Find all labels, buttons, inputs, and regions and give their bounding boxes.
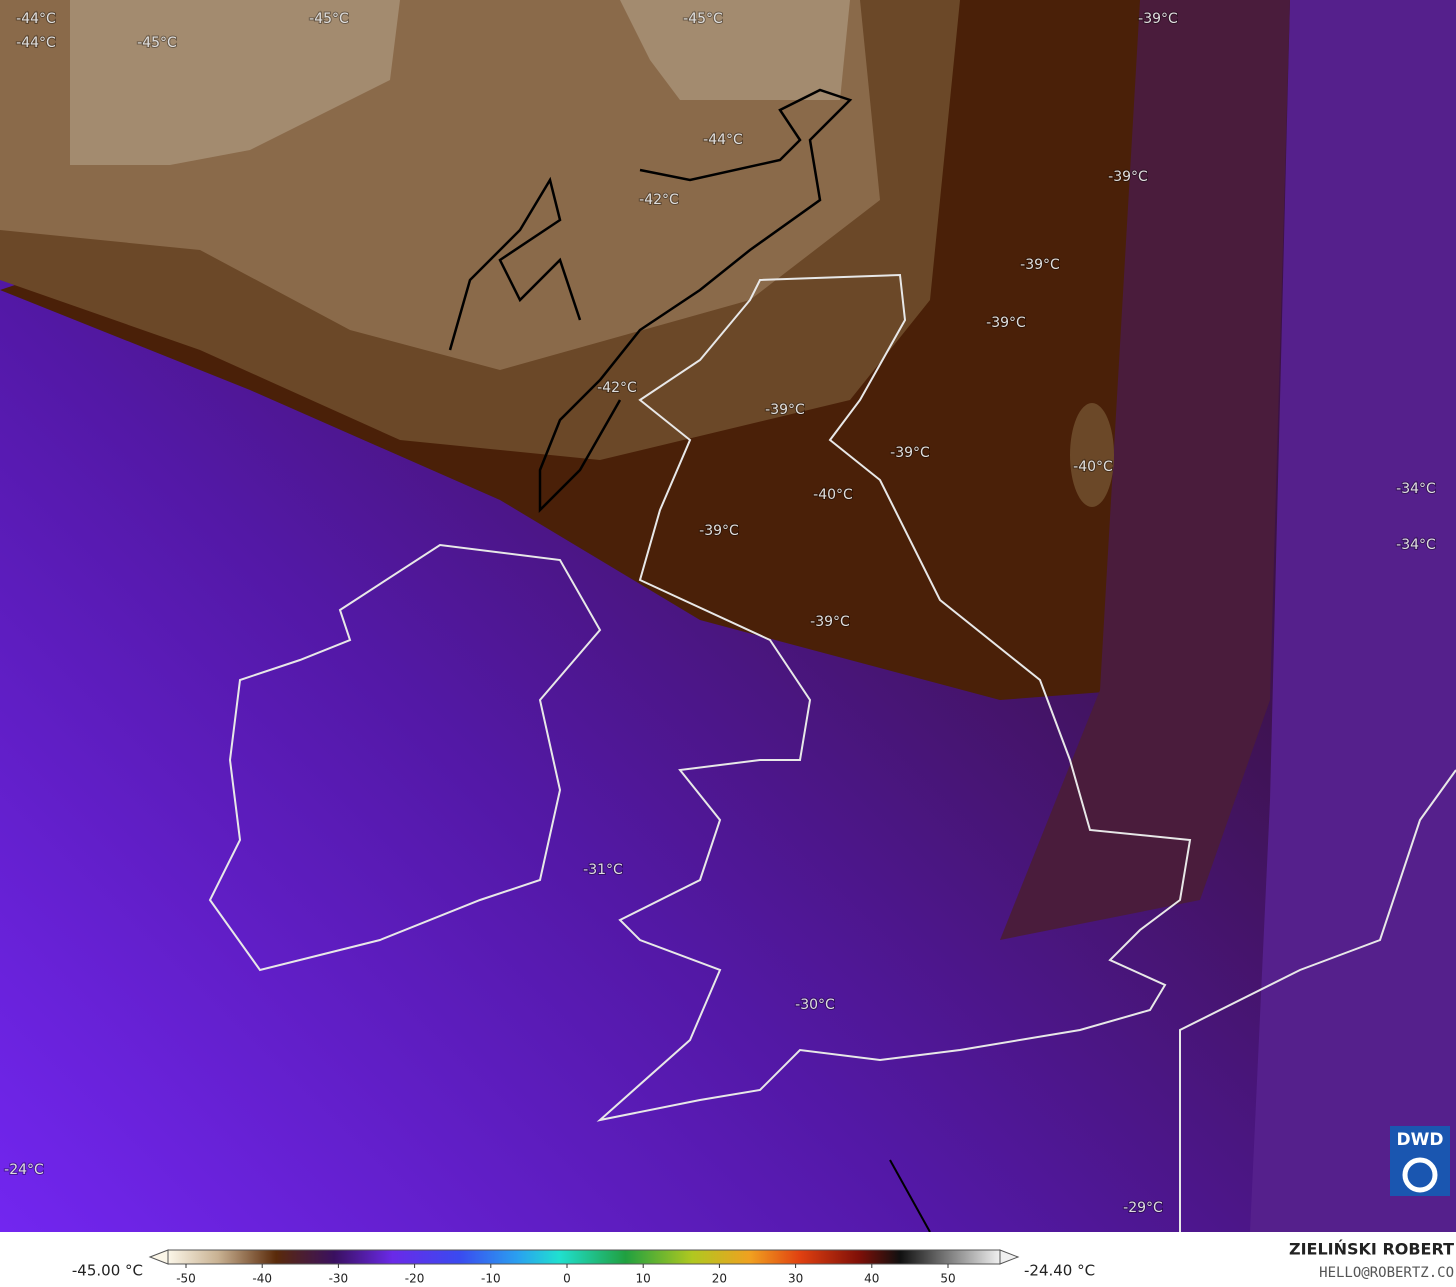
temperature-label: -39°C bbox=[1138, 11, 1178, 27]
colorbar-tick-label: 50 bbox=[940, 1272, 955, 1286]
field-band bbox=[1000, 0, 1290, 940]
temperature-label: -34°C bbox=[1396, 537, 1436, 553]
colorbar-end bbox=[999, 1249, 1020, 1265]
logo-icon bbox=[1402, 1157, 1438, 1193]
temperature-label: -45°C bbox=[309, 11, 349, 27]
field-band bbox=[620, 0, 850, 100]
colorbar: -45.00 °C -24.40 °C -50 -40 -30 -20 -10 0 10 20… bbox=[72, 1249, 1095, 1286]
credit-author: ZIELIŃSKI ROBERT bbox=[1289, 1240, 1454, 1259]
logo-text: DWD bbox=[1397, 1130, 1444, 1150]
map bbox=[0, 0, 1456, 1233]
colorbar-tick-label: -40 bbox=[252, 1272, 272, 1286]
temperature-label: -39°C bbox=[810, 614, 850, 630]
colorbar-tick-label: -20 bbox=[405, 1272, 425, 1286]
temperature-label: -42°C bbox=[639, 192, 679, 208]
field-band bbox=[1250, 0, 1456, 1232]
field-band bbox=[70, 0, 400, 165]
temperature-label: -45°C bbox=[683, 11, 723, 27]
temperature-label: -40°C bbox=[813, 487, 853, 503]
coastline bbox=[538, 88, 853, 514]
temperature-label: -39°C bbox=[890, 445, 930, 461]
colorbar-tick-label: -50 bbox=[176, 1272, 196, 1286]
credit-email: HELLO@ROBERTZ.CO bbox=[1319, 1265, 1454, 1281]
coastline bbox=[448, 176, 582, 351]
dwd-logo: DWD bbox=[1390, 1126, 1450, 1196]
coastline bbox=[889, 1159, 931, 1233]
colorbar-tick-label: 30 bbox=[788, 1272, 803, 1286]
temperature-label: -39°C bbox=[1108, 169, 1148, 185]
temperature-label: -42°C bbox=[597, 380, 637, 396]
coastline bbox=[1179, 769, 1456, 1232]
colorbar-tick-label: -10 bbox=[481, 1272, 501, 1286]
temperature-label: -39°C bbox=[986, 315, 1026, 331]
temperature-labels: -44°C -44°C -45°C -45°C -45°C -39°C -44°C -42°C… bbox=[3, 10, 1437, 1217]
temperature-label: -44°C bbox=[703, 132, 743, 148]
colorbar-tick-label: 20 bbox=[712, 1272, 727, 1286]
coastline bbox=[208, 543, 602, 972]
temperature-label: -31°C bbox=[583, 862, 623, 878]
temperature-label: -44°C bbox=[16, 11, 56, 27]
temperature-label: -29°C bbox=[1123, 1200, 1163, 1216]
temperature-label: -39°C bbox=[765, 402, 805, 418]
temperature-label: -34°C bbox=[1396, 481, 1436, 497]
colorbar-bar bbox=[167, 1249, 1001, 1265]
temperature-label: -39°C bbox=[1020, 257, 1060, 273]
temperature-label: -30°C bbox=[795, 997, 835, 1013]
temperature-label: -39°C bbox=[699, 523, 739, 539]
temperature-label: -24°C bbox=[4, 1162, 44, 1178]
colorbar-tick-label: 10 bbox=[636, 1272, 651, 1286]
temperature-label: -45°C bbox=[137, 35, 177, 51]
colorbar-min: -45.00 °C bbox=[72, 1262, 143, 1280]
coastline bbox=[596, 273, 1192, 1122]
colorbar-max: -24.40 °C bbox=[1024, 1262, 1095, 1280]
temperature-label: -44°C bbox=[16, 35, 56, 51]
colorbar-tick-label: -30 bbox=[329, 1272, 349, 1286]
colorbar-tick-label: 0 bbox=[563, 1272, 571, 1286]
field-band bbox=[1070, 403, 1114, 507]
colorbar-tick-label: 40 bbox=[864, 1272, 879, 1286]
temperature-label: -40°C bbox=[1073, 459, 1113, 475]
